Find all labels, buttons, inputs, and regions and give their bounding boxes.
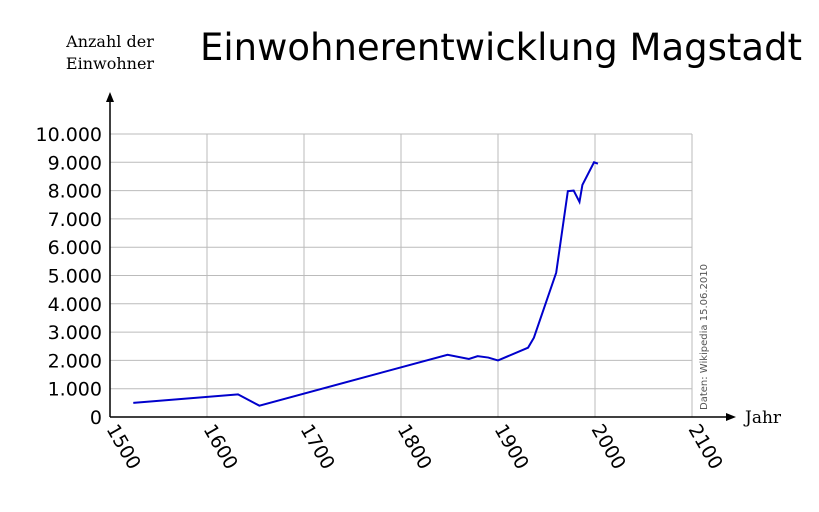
chart-title: Einwohnerentwicklung Magstadt [200, 26, 802, 69]
y-tick-label: 6.000 [48, 237, 102, 259]
y-tick-label: 5.000 [48, 266, 102, 288]
y-tick-label: 2.000 [48, 350, 102, 372]
x-axis-label: Jahr [743, 408, 782, 428]
y-axis-arrow [106, 92, 114, 102]
y-tick-label: 1.000 [48, 379, 102, 401]
x-axis-arrow [726, 413, 736, 421]
y-axis-label: Einwohner [66, 54, 155, 73]
x-tick-label: 2000 [587, 421, 630, 474]
y-tick-label: 0 [90, 407, 102, 429]
y-tick-label: 3.000 [48, 322, 102, 344]
x-tick-label: 1500 [102, 421, 145, 474]
grid [109, 133, 693, 418]
y-tick-label: 7.000 [48, 209, 102, 231]
y-axis-label: Anzahl der [65, 32, 154, 51]
x-tick-label: 1900 [490, 421, 533, 474]
x-tick-label: 2100 [684, 421, 727, 474]
y-tick-label: 9.000 [48, 152, 102, 174]
x-tick-label: 1600 [199, 421, 242, 474]
plot [133, 161, 599, 407]
data-line [133, 161, 599, 407]
y-tick-label: 4.000 [48, 294, 102, 316]
annotation: Daten: Wikipedia 15.06.2010 [699, 264, 710, 410]
x-tick-label: 1700 [296, 421, 339, 474]
x-tick-label: 1800 [393, 421, 436, 474]
y-tick-label: 8.000 [48, 181, 102, 203]
y-tick-label: 10.000 [36, 124, 102, 146]
